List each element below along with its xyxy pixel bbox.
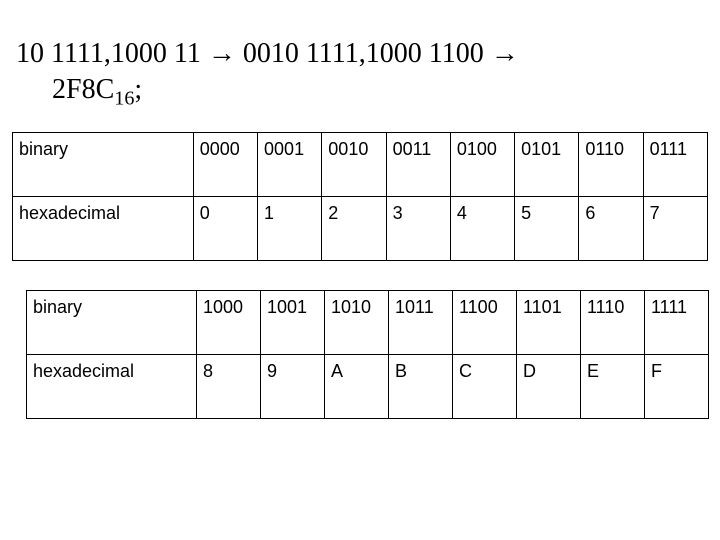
- cell: 1111: [645, 291, 709, 355]
- cell: 0010: [322, 133, 386, 197]
- cell: D: [517, 355, 581, 419]
- row-label: hexadecimal: [13, 197, 194, 261]
- cell: 1000: [197, 291, 261, 355]
- heading-subscript: 16: [114, 88, 134, 110]
- conversion-heading: 10 1111,1000 11 → 0010 1111,1000 1100 → …: [16, 36, 704, 112]
- cell: 0110: [579, 133, 643, 197]
- cell: 1010: [325, 291, 389, 355]
- cell: 3: [386, 197, 450, 261]
- cell: 1101: [517, 291, 581, 355]
- heading-result: 2F8C: [52, 74, 114, 105]
- table-row: binary 1000 1001 1010 1011 1100 1101 111…: [27, 291, 709, 355]
- cell: 1100: [453, 291, 517, 355]
- cell: 7: [643, 197, 707, 261]
- cell: 0: [193, 197, 257, 261]
- cell: F: [645, 355, 709, 419]
- cell: 4: [450, 197, 514, 261]
- cell: 1: [258, 197, 322, 261]
- cell: 9: [261, 355, 325, 419]
- row-label: binary: [27, 291, 197, 355]
- cell: 2: [322, 197, 386, 261]
- cell: 0001: [258, 133, 322, 197]
- table-row: hexadecimal 0 1 2 3 4 5 6 7: [13, 197, 708, 261]
- row-label: hexadecimal: [27, 355, 197, 419]
- cell: 1011: [389, 291, 453, 355]
- conversion-table-2: binary 1000 1001 1010 1011 1100 1101 111…: [26, 290, 709, 419]
- heading-suffix: ;: [134, 74, 142, 105]
- cell: 5: [515, 197, 579, 261]
- table-row: hexadecimal 8 9 A B C D E F: [27, 355, 709, 419]
- cell: 8: [197, 355, 261, 419]
- cell: 0101: [515, 133, 579, 197]
- heading-line1: 10 1111,1000 11 → 0010 1111,1000 1100 →: [16, 38, 519, 69]
- cell: 1001: [261, 291, 325, 355]
- cell: 6: [579, 197, 643, 261]
- cell: 1110: [581, 291, 645, 355]
- cell: 0000: [193, 133, 257, 197]
- table-row: binary 0000 0001 0010 0011 0100 0101 011…: [13, 133, 708, 197]
- conversion-table-1: binary 0000 0001 0010 0011 0100 0101 011…: [12, 132, 708, 261]
- row-label: binary: [13, 133, 194, 197]
- cell: B: [389, 355, 453, 419]
- cell: E: [581, 355, 645, 419]
- cell: 0111: [643, 133, 707, 197]
- cell: C: [453, 355, 517, 419]
- cell: A: [325, 355, 389, 419]
- cell: 0100: [450, 133, 514, 197]
- cell: 0011: [386, 133, 450, 197]
- heading-line2: 2F8C16;: [16, 72, 704, 112]
